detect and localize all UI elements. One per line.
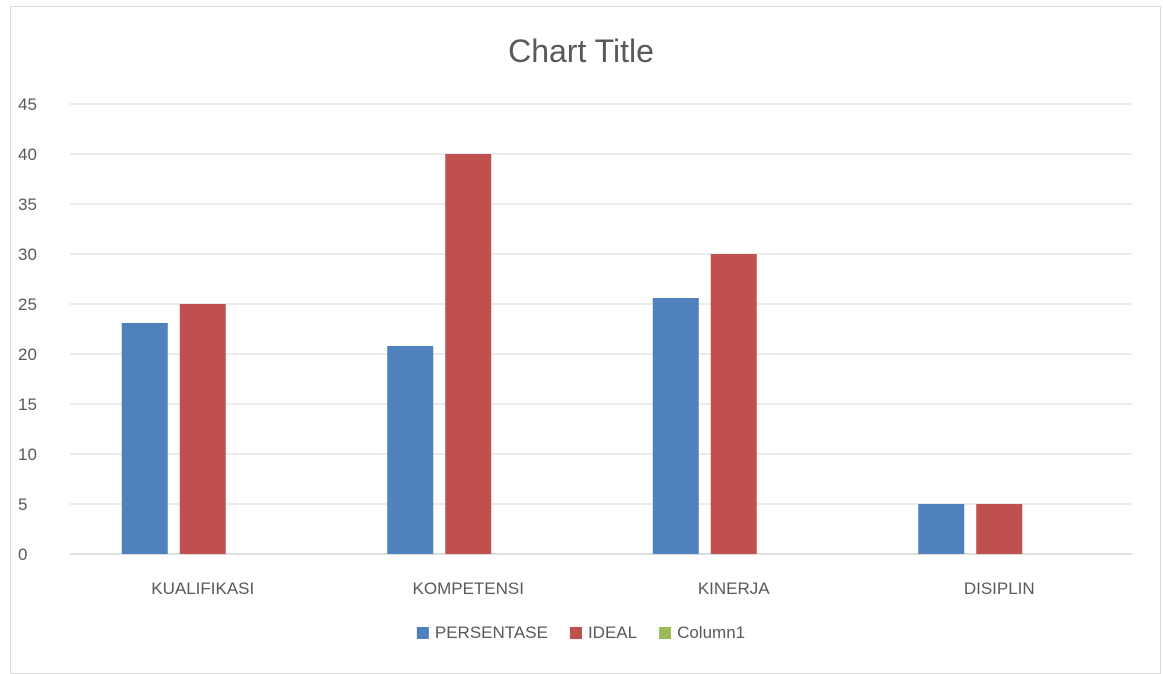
- legend-swatch: [416, 627, 429, 639]
- bar-persentase-disiplin: [918, 504, 965, 554]
- x-tick-label: DISIPLIN: [964, 579, 1035, 598]
- bar-persentase-kinerja: [652, 298, 699, 554]
- y-tick-label: 30: [18, 245, 37, 264]
- y-axis-ticks: 0 5 10 15 20 25 30 35 40 45: [18, 95, 37, 564]
- y-tick-label: 5: [18, 495, 27, 514]
- y-tick-label: 15: [18, 395, 37, 414]
- y-tick-label: 40: [18, 145, 37, 164]
- chart-title: Chart Title: [508, 33, 654, 69]
- legend-swatch: [569, 627, 582, 639]
- y-tick-label: 20: [18, 345, 37, 364]
- legend-label: Column1: [677, 623, 745, 642]
- legend-item: Column1: [659, 623, 745, 642]
- y-tick-label: 10: [18, 445, 37, 464]
- bar-persentase-kompetensi: [387, 346, 434, 554]
- x-tick-label: KINERJA: [698, 579, 770, 598]
- legend-item: PERSENTASE: [416, 623, 548, 642]
- y-tick-label: 45: [18, 95, 37, 114]
- gridlines: [70, 103, 1132, 555]
- legend: PERSENTASE IDEAL Column1: [416, 623, 745, 642]
- bar-ideal-kualifikasi: [179, 304, 226, 554]
- legend-swatch: [659, 627, 672, 639]
- bar-ideal-disiplin: [976, 504, 1023, 554]
- bar-ideal-kinerja: [710, 254, 757, 554]
- y-tick-label: 25: [18, 295, 37, 314]
- y-tick-label: 35: [18, 195, 37, 214]
- x-tick-label: KUALIFIKASI: [151, 579, 254, 598]
- legend-item: IDEAL: [569, 623, 637, 642]
- x-axis-ticks: KUALIFIKASI KOMPETENSI KINERJA DISIPLIN: [151, 579, 1034, 598]
- bar-persentase-kualifikasi: [121, 323, 168, 554]
- x-tick-label: KOMPETENSI: [413, 579, 524, 598]
- bar-ideal-kompetensi: [445, 154, 492, 554]
- legend-label: IDEAL: [588, 623, 637, 642]
- y-tick-label: 0: [18, 545, 27, 564]
- legend-label: PERSENTASE: [435, 623, 548, 642]
- bars: [121, 154, 1023, 554]
